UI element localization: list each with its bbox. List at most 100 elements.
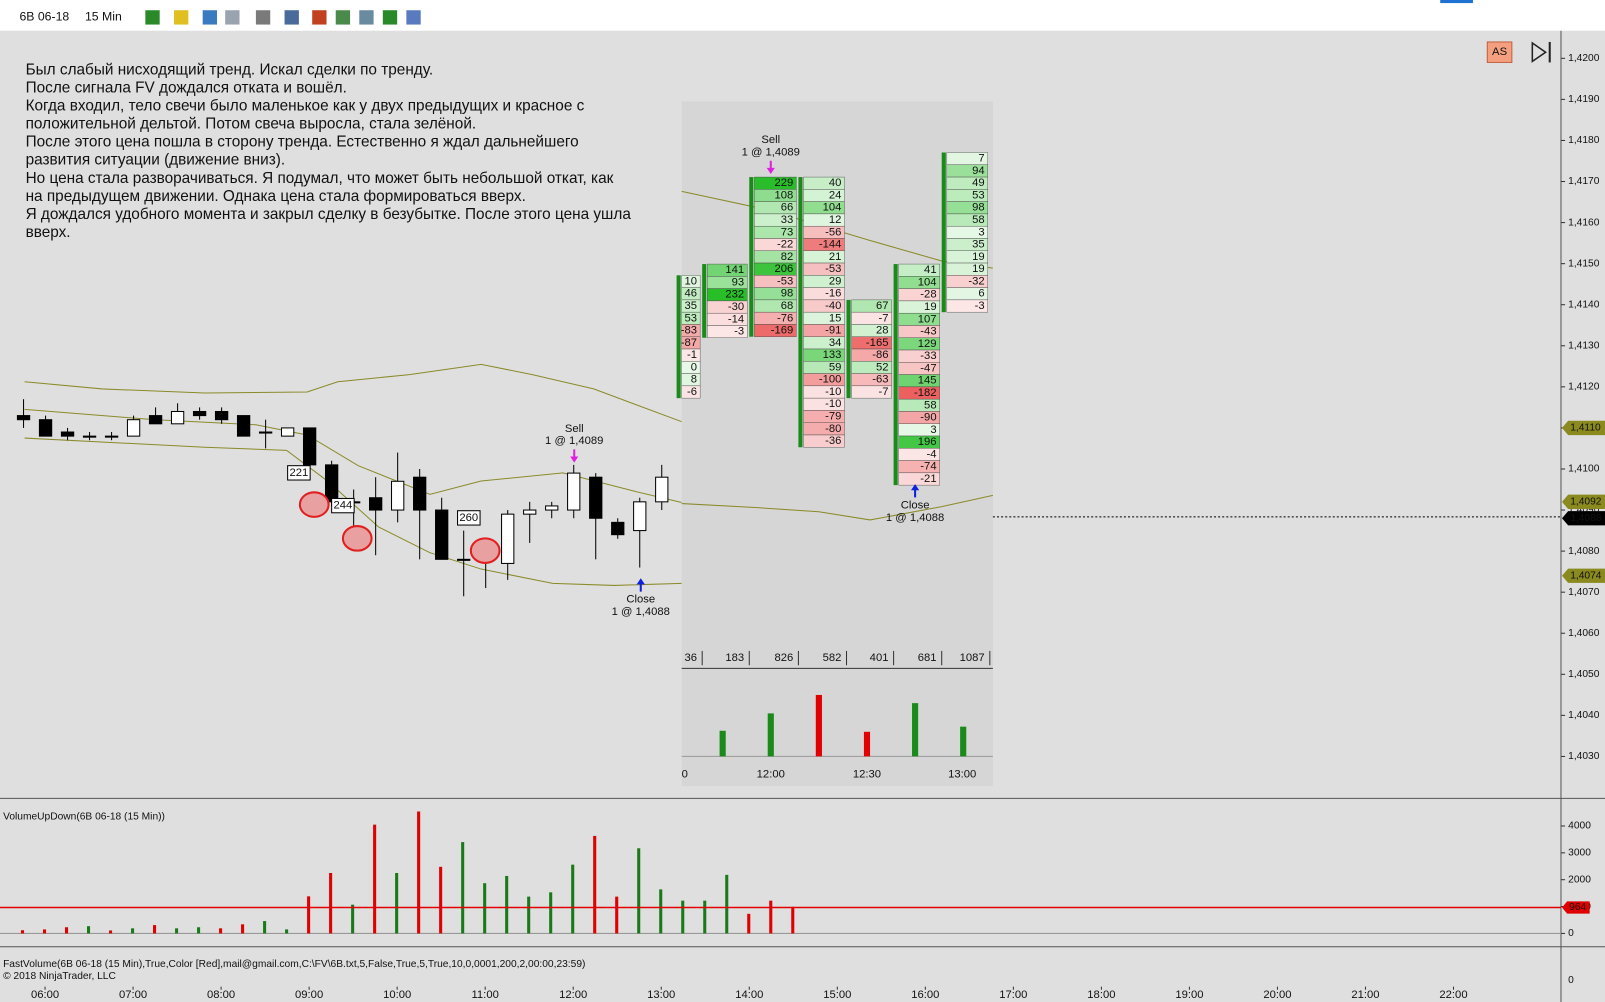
y-tick-label: 1,4100	[1568, 464, 1600, 475]
footprint-value: 206	[775, 263, 794, 275]
footprint-total: 401	[870, 652, 889, 664]
candle-body	[567, 472, 581, 511]
candle-strip	[941, 152, 946, 313]
volume-bar	[395, 872, 399, 934]
inset-volume-bar	[912, 703, 919, 757]
footprint-cell	[851, 385, 892, 399]
x-tick-label: 15:00	[823, 989, 851, 1001]
trade-action: Close	[626, 594, 655, 606]
tool-button[interactable]	[225, 10, 240, 25]
bar-label-box	[287, 465, 311, 481]
note-line: вверх.	[26, 224, 71, 241]
trade-detail: 1 @ 1,4088	[612, 606, 670, 618]
bar-label-box	[457, 510, 481, 526]
draw-tool-button[interactable]	[174, 10, 189, 25]
footprint-value: 0	[691, 361, 697, 373]
footprint-value: -21	[920, 473, 936, 485]
x-tick-label: 12:00	[559, 989, 587, 1001]
footprint-value: 19	[972, 263, 985, 275]
footprint-value: 129	[918, 338, 937, 350]
footprint-value: 68	[781, 300, 794, 312]
footprint-total: 36	[685, 652, 698, 664]
inset-volume-bar	[960, 726, 967, 757]
y-tick-label: 1,4190	[1568, 94, 1600, 105]
candle-body	[391, 480, 405, 511]
highlights	[298, 491, 501, 564]
interval-selector[interactable]: 15 Min	[85, 10, 122, 24]
candle-body	[457, 558, 471, 561]
zoom-button[interactable]	[202, 10, 218, 25]
footprint-value: 107	[918, 313, 937, 325]
candle-body	[633, 501, 647, 532]
footprint-value: -76	[777, 312, 793, 324]
volume-bar	[351, 904, 355, 934]
scroll-end-button[interactable]	[1531, 41, 1551, 63]
candle-strip	[893, 264, 898, 486]
candle-body	[82, 435, 97, 438]
candle-body	[126, 419, 141, 437]
trade-detail: 1 @ 1,4089	[742, 146, 800, 158]
note-line: Когда входил, тело свечи было маленькое …	[26, 98, 585, 115]
volume-bar	[373, 824, 377, 934]
as-button[interactable]	[1486, 41, 1513, 63]
marker-flag	[1562, 901, 1590, 914]
footprint-value: 53	[685, 312, 698, 324]
inset-x-label: 12:30	[853, 769, 881, 781]
footprint-value: 98	[781, 288, 794, 300]
footprint-value: 10	[685, 275, 698, 287]
bar-label: 244	[334, 500, 353, 512]
indicators-button[interactable]	[312, 10, 327, 25]
footprint-value: -14	[728, 313, 744, 325]
footprint-value: -30	[728, 301, 744, 313]
footprint-value: 41	[924, 264, 937, 276]
candle-strip	[846, 299, 851, 399]
properties-button[interactable]	[406, 10, 421, 25]
marker-label: 964	[1569, 902, 1586, 913]
footprint-total: 1087	[960, 652, 985, 664]
as-label: AS	[1492, 46, 1507, 58]
inset-volume-bar	[815, 694, 822, 757]
search-button[interactable]	[284, 10, 299, 25]
footprint-value: -32	[968, 275, 984, 287]
footprint-value: -83	[681, 325, 697, 337]
x-tick-label: 07:00	[119, 989, 147, 1001]
x-tick-label: 08:00	[207, 989, 235, 1001]
x-tick-label: 10:00	[383, 989, 411, 1001]
analyzer-button[interactable]	[359, 10, 374, 25]
footprint-value: -16	[825, 288, 841, 300]
footprint-value: -91	[825, 325, 841, 337]
price-flag-label: 1,4074	[1570, 570, 1602, 581]
footprint-value: 232	[725, 289, 744, 301]
y-tick-label: 1,4160	[1568, 217, 1600, 228]
candle-body	[501, 513, 515, 564]
toolbar	[0, 0, 1605, 31]
footprint-cell	[754, 324, 797, 337]
footprint-value: 73	[781, 226, 794, 238]
volume-bar	[461, 842, 465, 934]
cursor-button[interactable]	[255, 10, 271, 25]
inset-volume-bar	[863, 731, 871, 757]
indicator-label: FastVolume(6B 06-18 (15 Min),True,Color …	[3, 959, 585, 970]
volume-bar	[197, 927, 201, 934]
footprint-value: 53	[972, 189, 985, 201]
chart-style-button[interactable]	[145, 10, 160, 25]
x-tick-label: 09:00	[295, 989, 323, 1001]
money-button[interactable]	[382, 10, 398, 25]
footprint: 10463553-83-87-108-614193232-30-14-32291…	[676, 134, 993, 781]
candle-body	[545, 505, 559, 511]
x-tick-label: 14:00	[735, 989, 763, 1001]
note-line: развития ситуации (движение вниз).	[26, 152, 286, 169]
instrument-selector[interactable]: 6B 06-18	[19, 10, 69, 24]
footprint-cell	[946, 299, 988, 313]
volume-panel: 40003000200010000964	[0, 811, 1591, 939]
x-tick-label: 22:00	[1439, 989, 1467, 1001]
sell-arrow	[766, 160, 775, 174]
close-arrow	[636, 578, 645, 592]
volume-bar	[527, 896, 531, 934]
footprint-value: 7	[978, 153, 984, 165]
y-tick-label: 1,4050	[1568, 669, 1600, 680]
strategies-button[interactable]	[335, 10, 351, 25]
footprint-value: -100	[819, 374, 842, 386]
footprint-value: -87	[681, 337, 697, 349]
